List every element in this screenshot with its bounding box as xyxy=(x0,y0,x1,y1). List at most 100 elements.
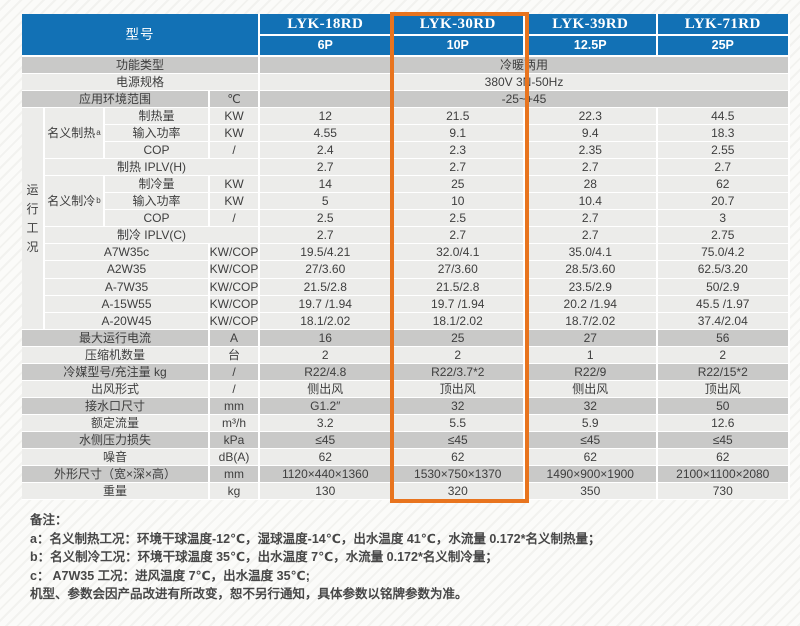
value-cell: 21.5/2.8 xyxy=(392,278,525,296)
unit-cell: KW/COP xyxy=(210,278,260,296)
value-cell: 侧出风 xyxy=(525,380,658,398)
highlighted-column-outline xyxy=(390,12,529,503)
value-cell: 2.7 xyxy=(260,227,393,245)
value-cell: ≤45 xyxy=(260,431,393,449)
value-cell: 2.7 xyxy=(525,159,658,177)
value-cell: 5 xyxy=(260,193,393,211)
model-hp: 10P xyxy=(392,36,525,57)
vertical-group-label: 运行工况 xyxy=(22,108,45,330)
value-cell: 2 xyxy=(260,346,393,364)
unit-cell: A xyxy=(210,329,260,347)
unit-cell: KW/COP xyxy=(210,312,260,330)
note-line-b: b：名义制冷工况：环境干球温度 35℃，出水温度 7℃，水流量 0.172*名义… xyxy=(30,550,498,564)
value-cell: 28 xyxy=(525,176,658,194)
value-cell: 20.7 xyxy=(657,193,790,211)
value-cell: 62 xyxy=(392,448,525,466)
value-cell: 28.5/3.60 xyxy=(525,261,658,279)
value-cell: 顶出风 xyxy=(392,380,525,398)
value-cell: 2.35 xyxy=(525,142,658,160)
row-label: 压缩机数量 xyxy=(22,346,210,364)
value-cell: 3.2 xyxy=(260,414,393,432)
note-line-disclaimer: 机型、参数会因产品改进有所改变，恕不另行通知，具体参数以铭牌参数为准。 xyxy=(30,587,468,601)
notes-title: 备注： xyxy=(30,513,68,527)
row-label: 输入功率 xyxy=(105,193,210,211)
row-label: 额定流量 xyxy=(22,414,210,432)
value-cell: 2100×1100×2080 xyxy=(657,465,790,483)
row-label: 冷媒型号/充注量 kg xyxy=(22,363,210,381)
unit-cell: mm xyxy=(210,397,260,415)
model-name: LYK-18RD xyxy=(260,14,393,36)
unit-cell: m³/h xyxy=(210,414,260,432)
value-cell: 18.3 xyxy=(657,125,790,143)
value-cell: 2.4 xyxy=(260,142,393,160)
unit-cell: KW xyxy=(210,108,260,126)
value-cell: 2.3 xyxy=(392,142,525,160)
value-cell: R22/4.8 xyxy=(260,363,393,381)
value-cell: 侧出风 xyxy=(260,380,393,398)
row-label: A-15W55 xyxy=(45,295,210,313)
value-cell: 23.5/2.9 xyxy=(525,278,658,296)
value-cell: 5.9 xyxy=(525,414,658,432)
row-label: 噪音 xyxy=(22,448,210,466)
subgroup-label: 名义制冷 b xyxy=(45,176,105,228)
row-label: 输入功率 xyxy=(105,125,210,143)
unit-cell: KW xyxy=(210,125,260,143)
unit-cell: / xyxy=(210,210,260,228)
row-label: 制热 IPLV(H) xyxy=(45,159,260,177)
row-label: A7W35c xyxy=(45,244,210,262)
row-label: 重量 xyxy=(22,482,210,500)
value-cell: 25 xyxy=(392,176,525,194)
value-cell: 2.5 xyxy=(260,210,393,228)
value-cell: G1.2″ xyxy=(260,397,393,415)
value-cell: 32 xyxy=(525,397,658,415)
note-line-a: a：名义制热工况：环境干球温度-12℃，湿球温度-14℃，出水温度 41℃，水流… xyxy=(30,531,601,546)
unit-cell: 台 xyxy=(210,346,260,364)
value-cell: 21.5/2.8 xyxy=(260,278,393,296)
value-cell: 21.5 xyxy=(392,108,525,126)
value-cell: 10.4 xyxy=(525,193,658,211)
value-cell: 62 xyxy=(525,448,658,466)
value-cell: 62.5/3.20 xyxy=(657,261,790,279)
value-cell: 20.2 /1.94 xyxy=(525,295,658,313)
value-cell: 27/3.60 xyxy=(392,261,525,279)
model-hp: 6P xyxy=(260,36,393,57)
unit-cell: KW/COP xyxy=(210,261,260,279)
model-name: LYK-39RD xyxy=(525,14,658,36)
unit-cell: KW xyxy=(210,193,260,211)
row-label: A2W35 xyxy=(45,261,210,279)
row-label: A-7W35 xyxy=(45,278,210,296)
value-cell: 1120×440×1360 xyxy=(260,465,393,483)
value-cell: R22/15*2 xyxy=(657,363,790,381)
value-cell: R22/9 xyxy=(525,363,658,381)
row-label: 制热量 xyxy=(105,108,210,126)
value-cell: 25 xyxy=(392,329,525,347)
value-cell: ≤45 xyxy=(657,431,790,449)
value-cell: 50 xyxy=(657,397,790,415)
value-cell: 3 xyxy=(657,210,790,228)
value-cell: 27 xyxy=(525,329,658,347)
value-cell: 16 xyxy=(260,329,393,347)
unit-cell: / xyxy=(210,363,260,381)
value-cell: 9.4 xyxy=(525,125,658,143)
value-cell: 62 xyxy=(657,448,790,466)
subgroup-label: 名义制热 a xyxy=(45,108,105,160)
value-cell: 2 xyxy=(392,346,525,364)
value-cell: 2.7 xyxy=(392,159,525,177)
row-label: 制冷量 xyxy=(105,176,210,194)
value-cell: 2 xyxy=(657,346,790,364)
value-cell: 2.7 xyxy=(525,210,658,228)
value-cell: 2.75 xyxy=(657,227,790,245)
value-cell: 2.7 xyxy=(657,159,790,177)
row-label: 制冷 IPLV(C) xyxy=(45,227,260,245)
row-label: 水侧压力损失 xyxy=(22,431,210,449)
unit-cell: mm xyxy=(210,465,260,483)
unit-cell: KW/COP xyxy=(210,244,260,262)
value-cell: ≤45 xyxy=(525,431,658,449)
unit-cell: / xyxy=(210,380,260,398)
unit-cell: KW/COP xyxy=(210,295,260,313)
row-label: COP xyxy=(105,142,210,160)
value-cell: 9.1 xyxy=(392,125,525,143)
value-cell: 62 xyxy=(657,176,790,194)
model-name: LYK-30RD xyxy=(392,14,525,36)
value-cell: 10 xyxy=(392,193,525,211)
